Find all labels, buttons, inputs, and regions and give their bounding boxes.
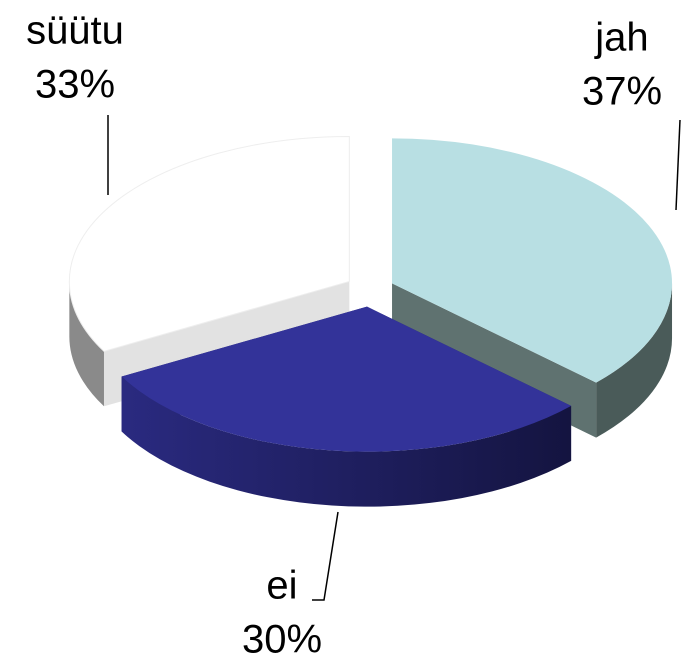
value-label: 33% — [35, 63, 115, 107]
leader-line — [312, 511, 339, 601]
category-label: süütu — [26, 9, 124, 53]
category-label: jah — [594, 16, 648, 60]
slice — [68, 135, 350, 352]
leader-line — [675, 119, 681, 211]
slice — [392, 138, 673, 383]
value-label: 37% — [582, 70, 662, 114]
value-label: 30% — [242, 618, 322, 660]
labels: jah 37% ei 30% süütu 33% — [26, 9, 681, 660]
slice-side — [596, 283, 673, 438]
slice-side — [69, 281, 104, 407]
slice-side — [121, 376, 572, 507]
category-label: ei — [266, 564, 297, 608]
pie — [68, 135, 673, 507]
slice — [121, 306, 572, 452]
